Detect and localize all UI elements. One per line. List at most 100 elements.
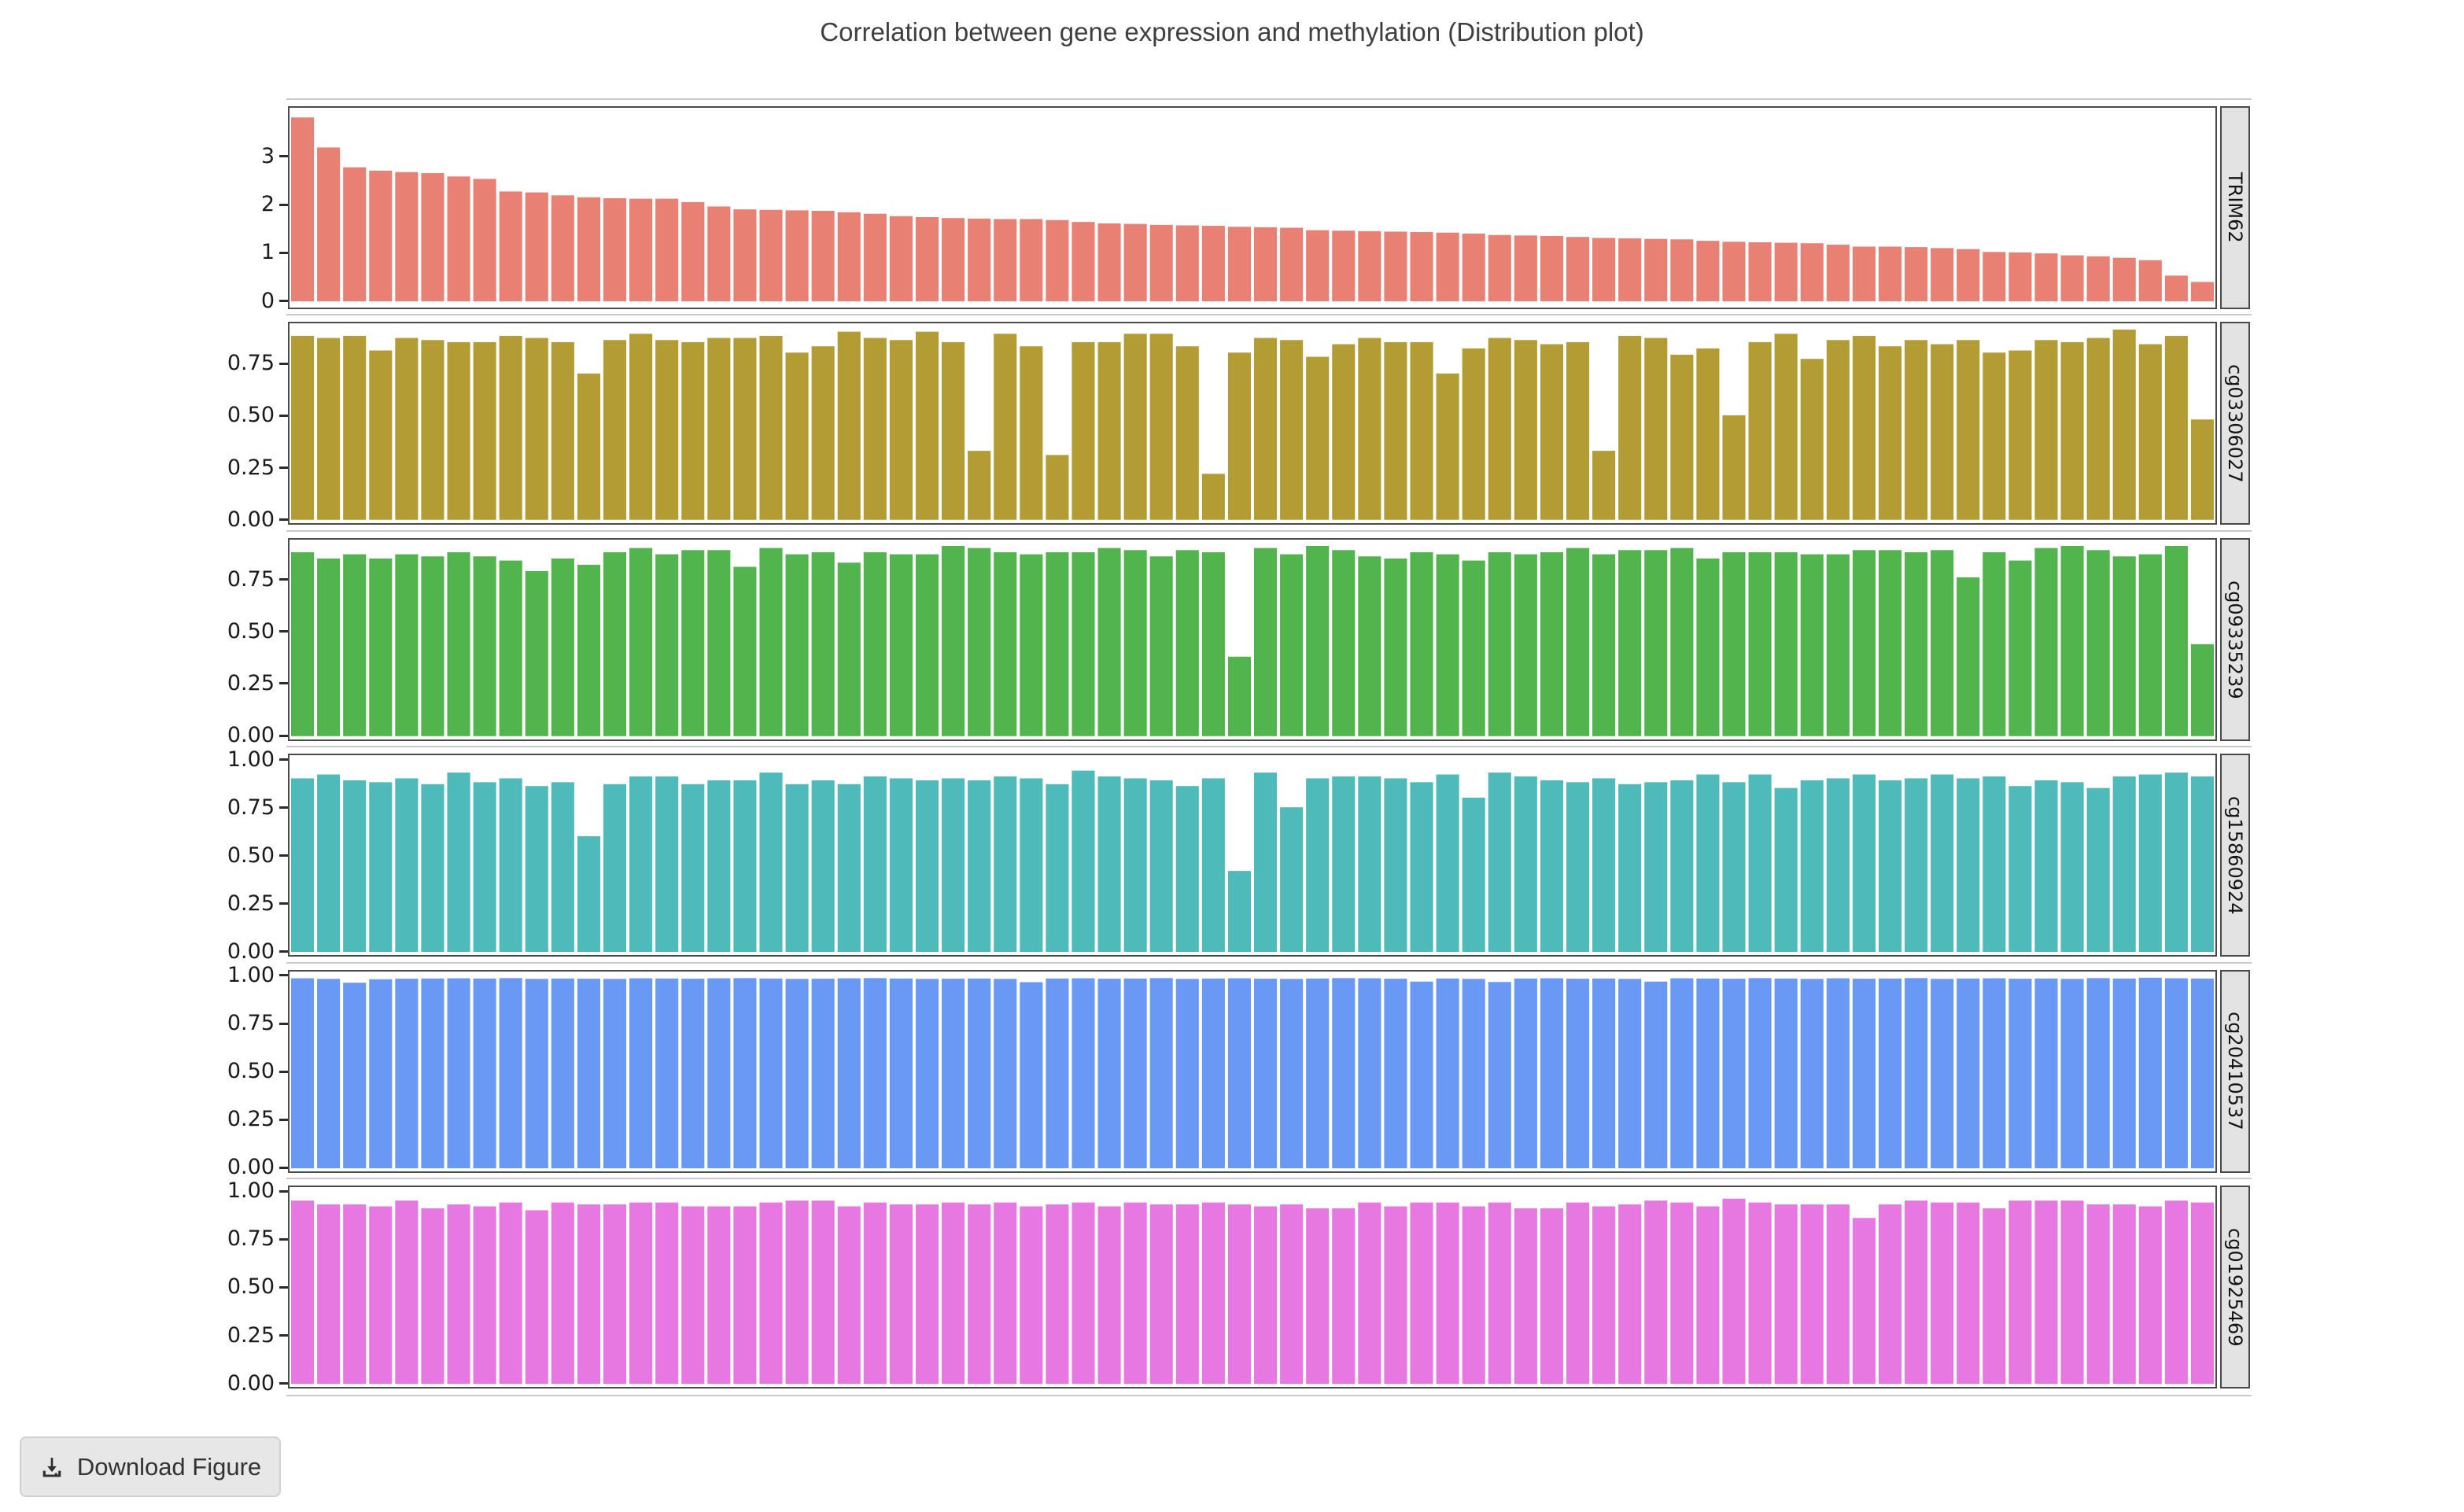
bar [1227,352,1252,521]
y-tick-mark [279,1118,288,1121]
bar [1020,778,1043,953]
bar [889,216,913,302]
y-tick-mark [279,1189,288,1193]
bar [1332,977,1356,1168]
bar [759,548,783,736]
bar [1696,978,1720,1168]
bar [1358,776,1381,953]
bar [2008,978,2032,1168]
bar [1123,1202,1147,1385]
bar [499,191,522,302]
bar [1722,242,1746,302]
bar [577,564,600,736]
y-tick-mark [279,630,288,633]
bar [1905,340,1928,521]
bar [577,978,600,1168]
bar [1826,778,1850,953]
bar [968,1204,991,1385]
bar [942,978,965,1168]
bar [421,340,444,521]
bar [1592,554,1616,736]
bar [1020,554,1043,736]
bar [1957,577,1980,736]
bar [1227,871,1252,953]
bar [2138,977,2162,1168]
facet-strip-cg03306027: cg03306027 [2220,322,2250,526]
bar [1983,776,2006,953]
bar [994,1202,1017,1385]
bar [681,784,705,953]
bar [1670,548,1694,736]
bar [2086,1204,2110,1385]
bar [1592,1206,1616,1385]
bar [733,337,757,521]
facet-strip-TRIM62: TRIM62 [2220,106,2250,309]
bar [317,978,341,1168]
bar [629,334,653,521]
bar [1852,550,1876,736]
bar [551,558,574,736]
bar [707,1206,731,1385]
bar [343,1204,367,1385]
bar [290,117,315,301]
bar [2034,253,2058,302]
bar [1488,981,1511,1168]
bar [1462,233,1485,301]
bar [733,780,757,953]
bar [1384,342,1407,521]
bar [2086,256,2110,302]
bar [889,778,913,953]
bar [1436,554,1459,736]
bar [1072,342,1095,521]
bar [1280,554,1304,736]
bar [1566,342,1590,521]
bar [525,570,548,736]
bar [2060,342,2084,521]
bar [1332,776,1356,953]
bar [1618,784,1642,953]
facet-strip-cg20410537: cg20410537 [2220,969,2250,1173]
bar [395,778,419,953]
bar [1175,978,1199,1168]
bar [369,979,393,1168]
y-tick-mark [279,734,288,737]
y-tick-label: 0.50 [227,618,275,644]
bar [1774,1204,1798,1385]
bar [1306,356,1330,521]
bar [1566,1202,1590,1385]
y-tick-label: 0.00 [227,939,275,964]
bar [1983,551,2006,736]
bar [2190,282,2215,301]
bar [2164,1200,2188,1385]
bar [2138,554,2162,736]
facet-strip-label: cg20410537 [2224,1012,2246,1130]
bar [863,213,887,302]
bars-cg09335239 [290,545,2215,736]
bar [1020,982,1043,1168]
facet-panel-cg03306027 [288,322,2217,526]
panel-divider [286,98,2252,100]
bar [343,982,367,1168]
panel-divider [286,746,2252,748]
y-tick-label: 0.75 [227,1226,275,1252]
bar [655,198,679,302]
bar [2008,1200,2032,1385]
bar [1644,1200,1668,1385]
bar [1618,550,1642,736]
bar [1826,978,1850,1168]
bar [1149,556,1173,736]
bar [1253,773,1278,953]
bar [1696,241,1720,301]
bar [681,342,705,521]
bar [603,1204,627,1385]
bar [889,1204,913,1385]
bar [1201,778,1225,953]
bar [1046,219,1069,302]
bar [2008,350,2032,521]
bar [395,171,419,301]
bar [1436,774,1459,953]
download-figure-button[interactable]: Download Figure [20,1436,281,1497]
bar [1540,551,1563,736]
bar [290,1200,315,1385]
bar [1644,337,1668,521]
